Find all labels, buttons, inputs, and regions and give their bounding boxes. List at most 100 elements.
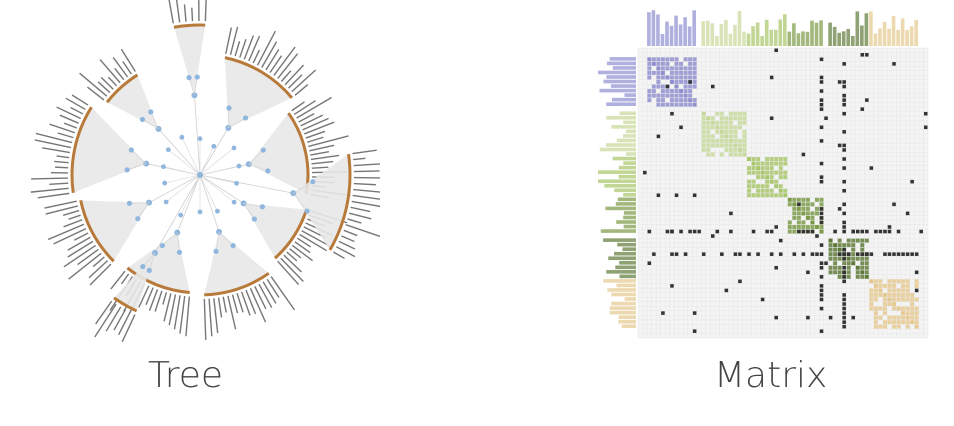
- matrix-cell: [901, 292, 906, 297]
- matrix-cell: [719, 111, 724, 116]
- matrix-cell: [643, 170, 647, 175]
- matrix-cell: [842, 102, 846, 107]
- matrix-cell: [783, 193, 788, 198]
- tree-leaf-label: [208, 298, 213, 337]
- matrix-cell: [679, 93, 684, 98]
- matrix-cell: [715, 138, 720, 143]
- tree-link: [228, 107, 230, 128]
- tree-group-arc: [173, 23, 206, 29]
- matrix-cell: [882, 306, 887, 311]
- matrix-cell: [873, 320, 878, 325]
- matrix-row-label: [615, 265, 636, 270]
- matrix-row-label: [625, 129, 636, 134]
- matrix-cell: [805, 225, 810, 229]
- matrix-cell: [769, 116, 774, 120]
- tree-link: [199, 127, 229, 176]
- tree-node: [259, 204, 265, 210]
- matrix-cell: [882, 283, 887, 288]
- matrix-row-label: [611, 97, 636, 102]
- matrix-cell: [737, 111, 742, 116]
- matrix-cell: [846, 252, 851, 256]
- matrix-row-label: [624, 93, 636, 97]
- tree-leaf-label: [44, 200, 77, 209]
- tree-node: [161, 164, 166, 170]
- matrix-cell: [882, 302, 887, 306]
- tree-leaf-label: [70, 106, 84, 115]
- matrix-cell: [688, 102, 693, 107]
- matrix-cell: [873, 283, 878, 288]
- matrix-cell: [769, 252, 774, 256]
- tree-leaf-label: [236, 293, 244, 313]
- tree-leaf-label: [343, 229, 358, 237]
- tree-link: [129, 202, 150, 204]
- matrix-row-label: [623, 120, 636, 125]
- matrix-cell: [737, 143, 742, 148]
- tree-node: [186, 75, 192, 81]
- matrix-cell: [796, 211, 801, 216]
- matrix-cell: [651, 84, 656, 89]
- matrix-cell: [656, 193, 661, 198]
- matrix-cell: [710, 120, 715, 125]
- matrix-cell: [869, 297, 874, 302]
- tree-leaf-label: [86, 86, 105, 101]
- matrix-cell: [733, 152, 738, 157]
- tree-node: [194, 74, 200, 80]
- matrix-cell: [769, 161, 774, 166]
- matrix-cell: [878, 315, 883, 320]
- tree-leaf-label: [338, 240, 356, 250]
- matrix-row-label: [619, 274, 636, 279]
- matrix-cell: [806, 315, 810, 320]
- tree-leaf-label: [234, 41, 241, 57]
- matrix-row-label: [605, 143, 636, 147]
- matrix-cell: [688, 57, 693, 62]
- matrix-cell: [855, 256, 860, 261]
- matrix-cell: [683, 252, 688, 256]
- matrix-cell: [670, 70, 674, 75]
- matrix-cell: [728, 143, 733, 148]
- matrix-cell: [692, 57, 697, 62]
- matrix-cell: [683, 84, 688, 89]
- tree-node: [304, 208, 310, 214]
- matrix-cell: [647, 261, 652, 265]
- matrix-cell: [706, 116, 711, 121]
- matrix-cell: [647, 98, 652, 103]
- tree-node: [231, 199, 237, 205]
- matrix-cell: [783, 157, 788, 161]
- matrix-cell: [656, 70, 661, 75]
- matrix-row-label: [606, 75, 636, 79]
- matrix-cell: [887, 320, 892, 325]
- tree-leaf-label: [57, 132, 74, 139]
- tree-node: [179, 134, 185, 140]
- matrix-cell: [719, 129, 724, 134]
- matrix-cell: [905, 324, 910, 329]
- matrix-cell: [679, 80, 684, 84]
- matrix-cell: [896, 315, 901, 320]
- matrix-column-label: [850, 35, 855, 46]
- matrix-cell: [760, 193, 765, 198]
- tree-leaf-label: [37, 192, 70, 199]
- tree-link: [199, 174, 237, 184]
- matrix-cell: [878, 229, 883, 234]
- matrix-cell: [887, 225, 892, 229]
- matrix-cell: [905, 297, 910, 302]
- matrix-cell: [842, 80, 846, 84]
- tree-link: [127, 163, 147, 171]
- tree-leaf-label: [110, 270, 126, 290]
- matrix-row-label: [606, 115, 636, 120]
- matrix-cell: [751, 170, 756, 175]
- matrix-cell: [851, 256, 856, 261]
- matrix-cell: [801, 225, 806, 229]
- tree-leaf-label: [62, 209, 80, 216]
- matrix-cell: [724, 138, 729, 143]
- matrix-row-label: [605, 206, 636, 211]
- matrix-row-label: [604, 183, 636, 188]
- matrix-cell: [787, 197, 792, 202]
- tree-leaf-label: [310, 154, 340, 161]
- matrix-cell: [733, 111, 738, 116]
- matrix-cell: [724, 147, 729, 152]
- matrix-cell: [751, 229, 756, 234]
- matrix-cell: [842, 324, 846, 329]
- matrix-column-label: [837, 32, 841, 46]
- tree-leaf-label: [283, 254, 302, 273]
- tree-caption: Tree: [148, 355, 224, 396]
